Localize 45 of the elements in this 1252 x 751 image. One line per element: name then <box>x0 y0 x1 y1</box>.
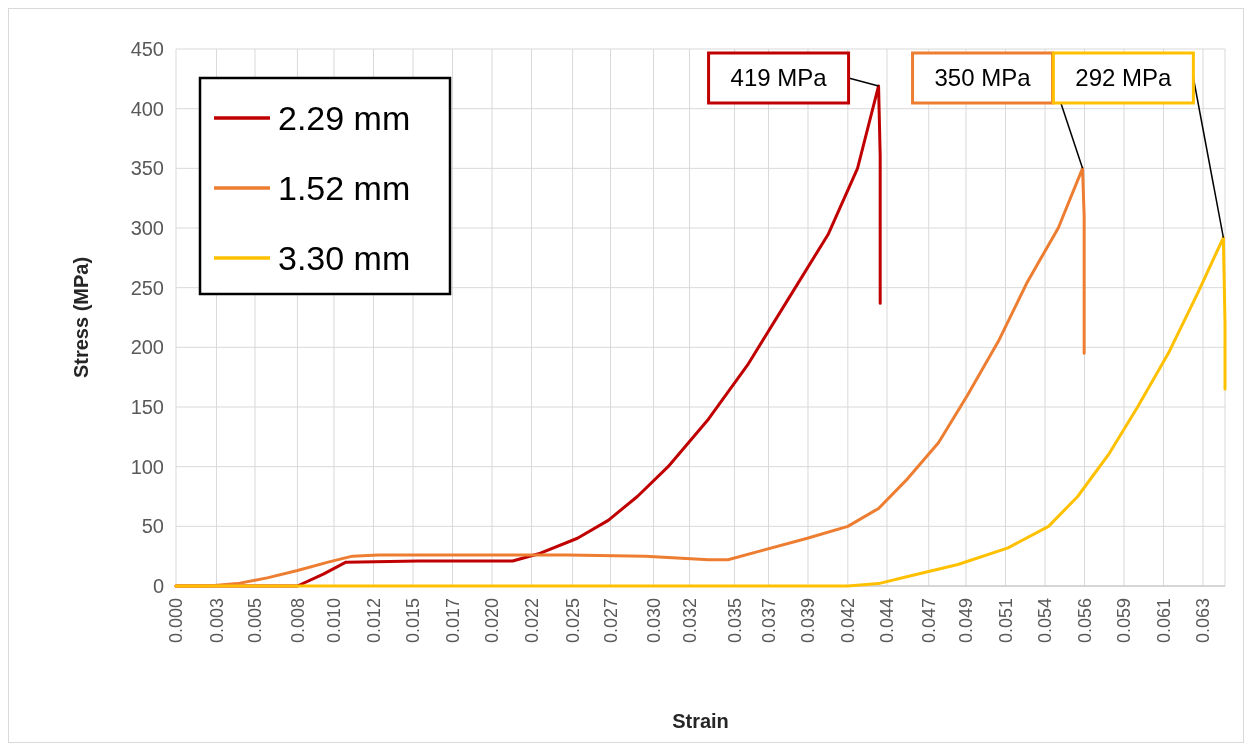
x-tick-label: 0.044 <box>877 598 898 644</box>
x-tick-label: 0.015 <box>403 598 424 644</box>
x-axis-title: Strain <box>672 710 729 732</box>
x-tick-label: 0.061 <box>1153 598 1174 644</box>
x-tick-label: 0.059 <box>1114 598 1135 644</box>
y-tick-label: 250 <box>130 276 164 299</box>
x-tick-label: 0.047 <box>919 598 940 644</box>
legend-label: 2.29 mm <box>278 98 411 137</box>
x-tick-label: 0.022 <box>521 598 542 644</box>
y-tick-label: 450 <box>130 38 164 60</box>
x-tick-label: 0.063 <box>1193 598 1214 644</box>
y-tick-label: 0 <box>152 575 164 597</box>
legend-label: 1.52 mm <box>278 168 411 207</box>
annotation: 292 MPa <box>1075 64 1173 92</box>
x-tick-label: 0.056 <box>1074 598 1095 644</box>
annotation: 419 MPa <box>730 64 828 92</box>
x-tick-label: 0.051 <box>995 598 1016 644</box>
y-tick-label: 400 <box>130 97 164 120</box>
x-tick-label: 0.035 <box>724 598 745 644</box>
y-axis-title: Stress (MPa) <box>70 256 92 379</box>
x-tick-label: 0.054 <box>1035 598 1056 644</box>
x-tick-label: 0.012 <box>363 598 384 644</box>
annotation: 350 MPa <box>934 64 1032 92</box>
x-tick-label: 0.010 <box>324 598 345 644</box>
y-tick-label: 300 <box>130 217 164 239</box>
y-tick-label: 50 <box>141 515 164 538</box>
y-tick-label: 100 <box>130 455 164 478</box>
x-tick-label: 0.005 <box>245 598 266 644</box>
x-tick-label: 0.017 <box>442 598 463 644</box>
y-tick-label: 350 <box>130 157 164 180</box>
legend-label: 3.30 mm <box>278 238 411 277</box>
x-tick-label: 0.025 <box>562 598 583 644</box>
x-tick-label: 0.020 <box>482 598 503 644</box>
x-tick-label: 0.049 <box>956 598 977 644</box>
x-tick-label: 0.003 <box>206 598 227 644</box>
x-tick-label: 0.037 <box>758 598 779 644</box>
x-tick-label: 0.000 <box>166 598 187 644</box>
x-tick-label: 0.042 <box>838 598 859 644</box>
x-tick-label: 0.039 <box>798 598 819 644</box>
y-tick-label: 200 <box>130 336 164 359</box>
x-tick-label: 0.008 <box>287 598 308 644</box>
x-tick-label: 0.027 <box>600 598 621 644</box>
x-tick-label: 0.032 <box>679 598 700 644</box>
x-tick-label: 0.030 <box>643 598 664 644</box>
y-tick-label: 150 <box>130 396 164 418</box>
